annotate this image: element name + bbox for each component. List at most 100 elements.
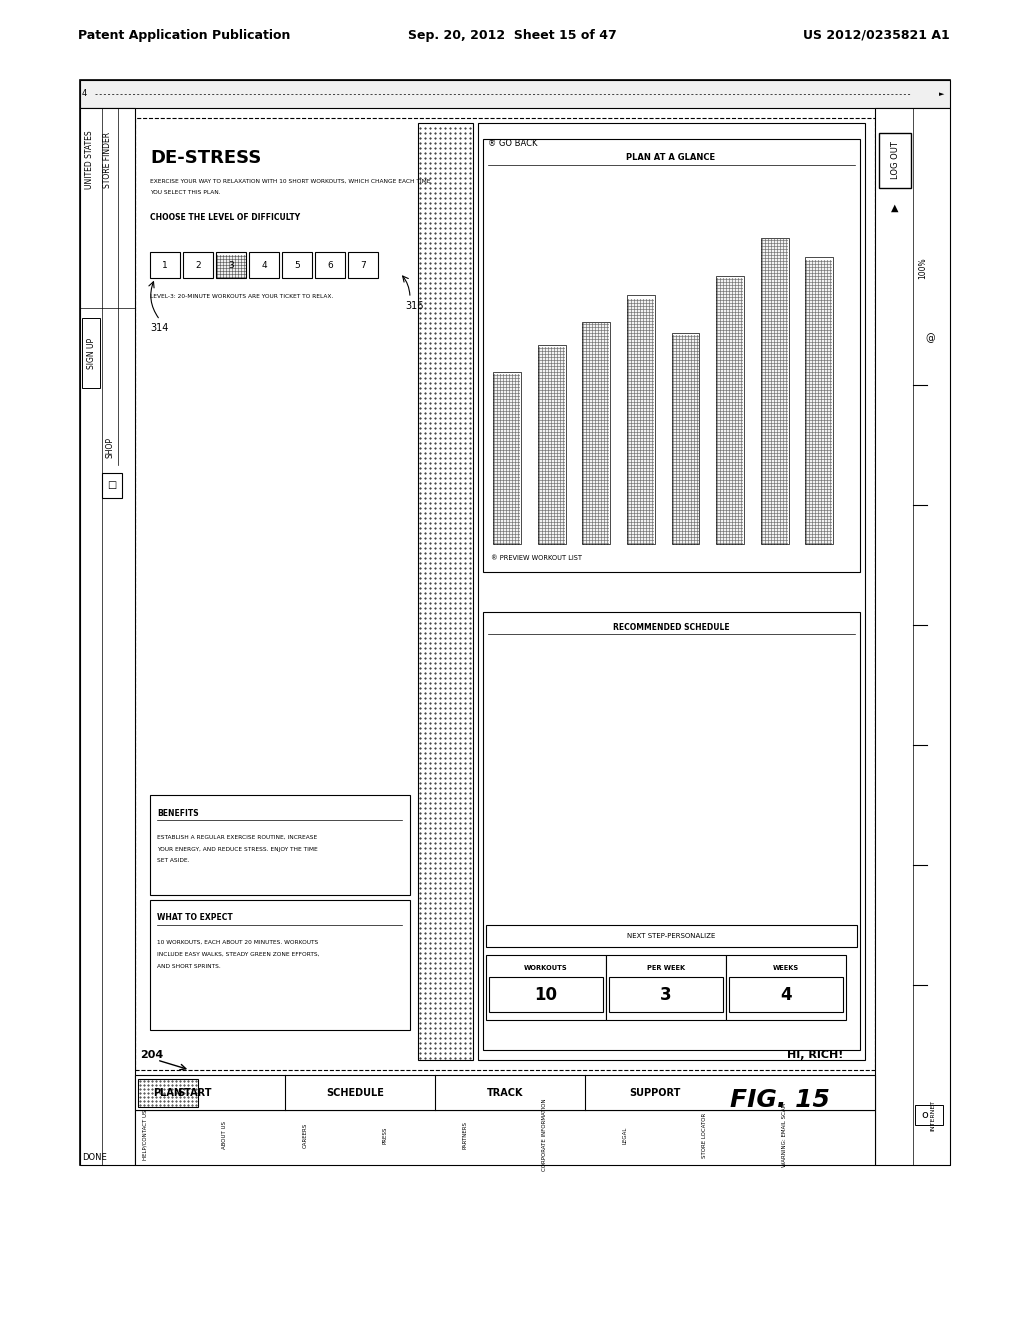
Text: 1: 1 (162, 260, 168, 269)
Bar (493, 372, 521, 544)
Text: HI, RICH!: HI, RICH! (786, 1049, 843, 1060)
Text: 314: 314 (150, 323, 168, 333)
Text: RECOMMENDED SCHEDULE: RECOMMENDED SCHEDULE (612, 623, 729, 631)
Bar (583, 322, 610, 544)
Text: CORPORATE INFORMATION: CORPORATE INFORMATION (543, 1098, 548, 1171)
Text: FIG. 15: FIG. 15 (730, 1088, 829, 1111)
Bar (672, 334, 699, 544)
Text: WEEKS: WEEKS (773, 965, 799, 972)
Bar (729, 977, 843, 1012)
Bar (135, 117, 874, 1071)
Bar (726, 954, 846, 1020)
Text: PER WEEK: PER WEEK (647, 965, 685, 972)
Bar (483, 612, 860, 1049)
Bar (489, 977, 603, 1012)
Bar (761, 238, 788, 544)
Text: YOU SELECT THIS PLAN.: YOU SELECT THIS PLAN. (150, 190, 220, 195)
Text: HELP/CONTACT US: HELP/CONTACT US (142, 1110, 147, 1160)
Text: Patent Application Publication: Patent Application Publication (78, 29, 291, 41)
Bar (874, 108, 950, 1166)
Text: LEGAL: LEGAL (623, 1126, 628, 1143)
Bar (80, 81, 950, 108)
Bar (627, 296, 654, 544)
Bar (150, 795, 410, 895)
Text: 4: 4 (81, 90, 87, 99)
Text: SCHEDULE: SCHEDULE (326, 1088, 384, 1098)
Bar (606, 954, 726, 1020)
Text: 6: 6 (327, 260, 333, 269)
Bar (486, 954, 606, 1020)
Text: CHOOSE THE LEVEL OF DIFFICULTY: CHOOSE THE LEVEL OF DIFFICULTY (150, 214, 300, 223)
Text: STORE LOCATOR: STORE LOCATOR (702, 1113, 708, 1158)
Text: 5: 5 (294, 260, 300, 269)
Bar (609, 977, 723, 1012)
Text: 10 WORKOUTS, EACH ABOUT 20 MINUTES. WORKOUTS: 10 WORKOUTS, EACH ABOUT 20 MINUTES. WORK… (157, 940, 318, 945)
Bar (478, 123, 865, 1060)
Text: ESTABLISH A REGULAR EXERCISE ROUTINE, INCREASE: ESTABLISH A REGULAR EXERCISE ROUTINE, IN… (157, 834, 317, 840)
Bar (879, 133, 911, 187)
Text: DE-STRESS: DE-STRESS (150, 149, 261, 168)
Text: SIGN UP: SIGN UP (86, 338, 95, 368)
Text: 2: 2 (196, 260, 201, 269)
Text: 204: 204 (140, 1049, 163, 1060)
Text: 4: 4 (261, 260, 267, 269)
Text: Sep. 20, 2012  Sheet 15 of 47: Sep. 20, 2012 Sheet 15 of 47 (408, 29, 616, 41)
Text: INCLUDE EASY WALKS, STEADY GREEN ZONE EFFORTS,: INCLUDE EASY WALKS, STEADY GREEN ZONE EF… (157, 952, 319, 957)
Text: PARTNERS: PARTNERS (463, 1121, 468, 1148)
Text: 10: 10 (535, 986, 557, 1005)
Text: LEVEL-3: 20-MINUTE WORKOUTS ARE YOUR TICKET TO RELAX.: LEVEL-3: 20-MINUTE WORKOUTS ARE YOUR TIC… (150, 293, 333, 298)
Text: WHAT TO EXPECT: WHAT TO EXPECT (157, 913, 232, 923)
Text: DONE: DONE (82, 1152, 106, 1162)
Text: ►: ► (939, 91, 945, 96)
Bar (102, 473, 122, 498)
Bar (483, 139, 860, 572)
Text: WORKOUTS: WORKOUTS (524, 965, 568, 972)
Text: SHOP: SHOP (105, 437, 115, 458)
Text: ® GO BACK: ® GO BACK (488, 139, 538, 148)
Text: US 2012/0235821 A1: US 2012/0235821 A1 (803, 29, 950, 41)
Bar (150, 252, 180, 279)
Text: BENEFITS: BENEFITS (157, 808, 199, 817)
Bar (418, 123, 473, 1060)
Text: ABOUT US: ABOUT US (222, 1121, 227, 1148)
Text: AND SHORT SPRINTS.: AND SHORT SPRINTS. (157, 964, 221, 969)
Bar (486, 925, 857, 946)
Bar (150, 900, 410, 1030)
Text: 3: 3 (228, 260, 233, 269)
Bar (915, 1105, 943, 1125)
Text: ® PREVIEW WORKOUT LIST: ® PREVIEW WORKOUT LIST (490, 554, 582, 561)
Text: PLAN: PLAN (154, 1088, 182, 1098)
Bar (716, 276, 744, 544)
Bar (805, 257, 834, 544)
Text: SET ASIDE.: SET ASIDE. (157, 858, 189, 863)
Text: 316: 316 (406, 301, 423, 312)
Text: 7: 7 (360, 260, 366, 269)
Text: PRESS: PRESS (383, 1126, 387, 1143)
Text: 4: 4 (780, 986, 792, 1005)
Bar (80, 81, 950, 1166)
Bar (249, 252, 279, 279)
Bar (135, 1074, 874, 1110)
Text: YOUR ENERGY, AND REDUCE STRESS. ENJOY THE TIME: YOUR ENERGY, AND REDUCE STRESS. ENJOY TH… (157, 846, 317, 851)
Text: INTERNET: INTERNET (931, 1100, 936, 1130)
Text: WARNING: EMAIL SCAM: WARNING: EMAIL SCAM (782, 1104, 787, 1167)
Bar (80, 108, 135, 1166)
Text: LOG OUT: LOG OUT (891, 141, 899, 180)
Bar (82, 318, 100, 388)
Bar (538, 345, 565, 544)
Bar (348, 252, 378, 279)
Bar (183, 252, 213, 279)
Text: o: o (922, 1110, 929, 1119)
Bar (282, 252, 312, 279)
Bar (216, 252, 246, 279)
Text: STORE FINDER: STORE FINDER (103, 132, 113, 187)
Bar (315, 252, 345, 279)
Text: PLAN AT A GLANCE: PLAN AT A GLANCE (627, 153, 716, 161)
Text: CAREERS: CAREERS (302, 1122, 307, 1147)
Text: UNITED STATES: UNITED STATES (85, 131, 94, 189)
Text: SUPPORT: SUPPORT (630, 1088, 681, 1098)
Text: TRACK: TRACK (486, 1088, 523, 1098)
Text: 100%: 100% (919, 257, 928, 279)
Text: 3: 3 (660, 986, 672, 1005)
Text: START: START (178, 1088, 212, 1098)
